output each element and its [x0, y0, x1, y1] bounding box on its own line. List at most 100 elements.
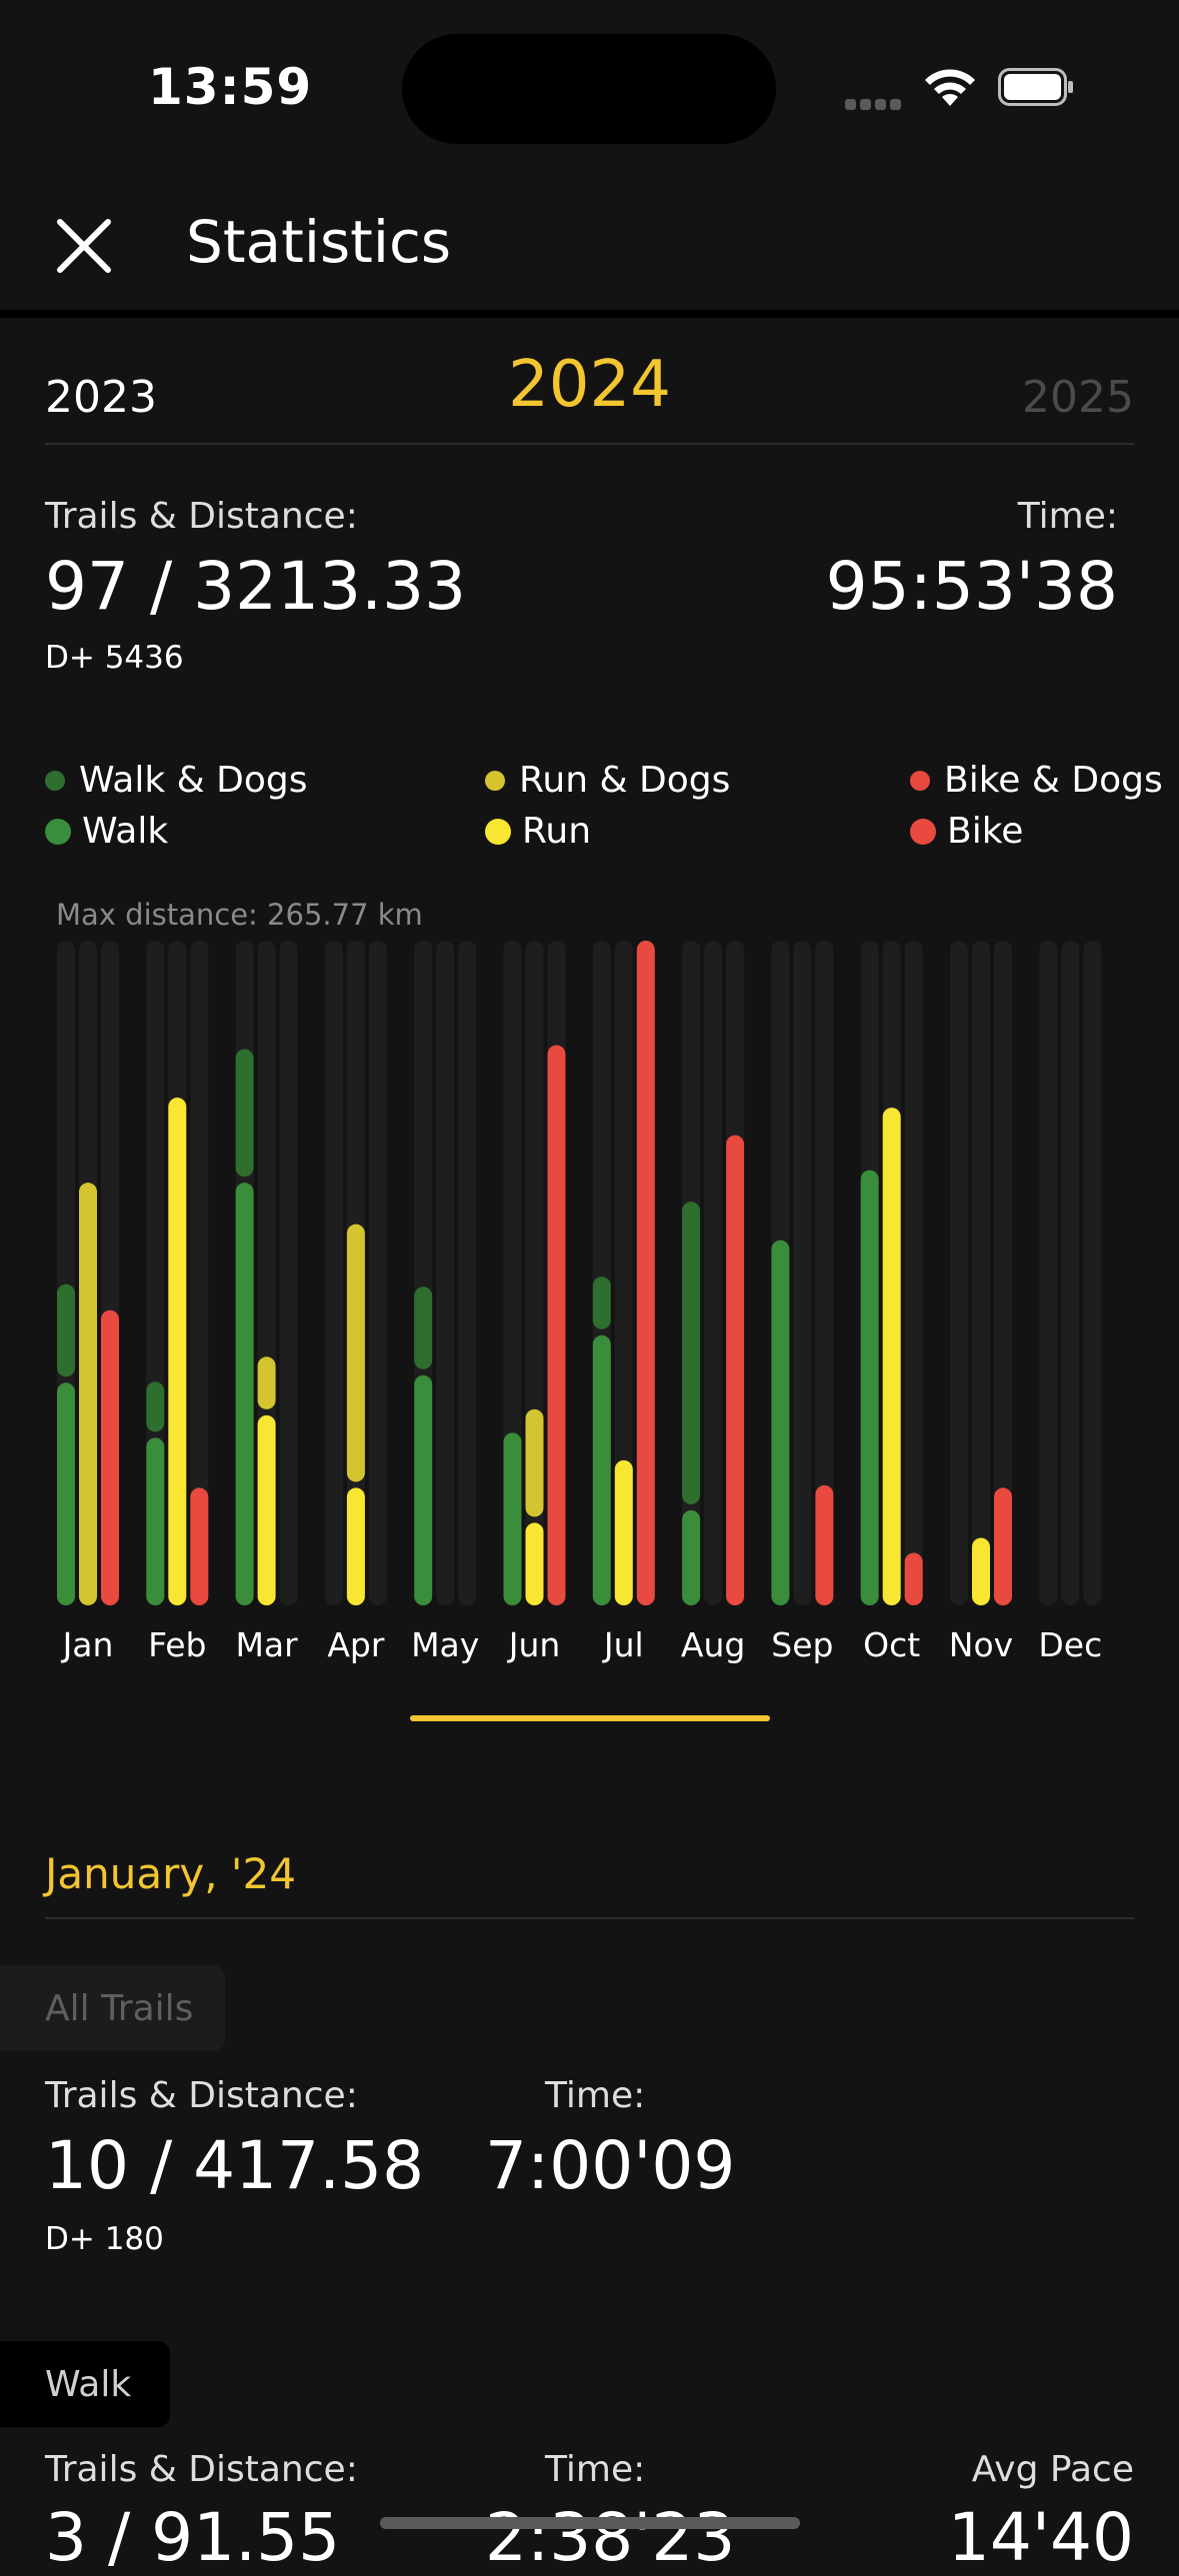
month-tick-label[interactable]: Aug — [681, 1625, 745, 1664]
chart-max-label: Max distance: 265.77 km — [56, 898, 423, 932]
walk-chip[interactable]: Walk — [0, 2341, 170, 2427]
year-current[interactable]: 2024 — [508, 348, 671, 422]
bar-track — [436, 941, 455, 1605]
bar-track — [190, 941, 209, 1605]
legend-dot-icon — [45, 770, 65, 791]
month-tick-label[interactable]: Mar — [235, 1625, 298, 1664]
bar-run-jul — [614, 1459, 633, 1605]
legend-dot-icon — [910, 770, 930, 791]
bar-run-feb — [168, 1098, 187, 1605]
page-title: Statistics — [186, 208, 452, 276]
trails-distance-label: Trails & Distance: — [45, 496, 358, 537]
status-time: 13:59 — [148, 58, 313, 116]
bar-walk-jan — [57, 1382, 75, 1605]
bar-bike-jun — [547, 1045, 566, 1605]
walk-trails-label: Trails & Distance: — [45, 2449, 358, 2490]
legend-bike-dogs: Bike & Dogs — [910, 760, 1163, 801]
bar-bike-nov — [994, 1487, 1012, 1605]
elevation-value: D+ 5436 — [45, 640, 184, 676]
month-tick-label[interactable]: Sep — [771, 1625, 833, 1664]
bar-track — [815, 941, 834, 1605]
month-elevation: D+ 180 — [45, 2221, 164, 2257]
month-tick-label[interactable]: Jan — [61, 1625, 114, 1664]
month-tick-label[interactable]: Jul — [602, 1625, 644, 1664]
bar-walk-dogs-feb — [146, 1381, 165, 1432]
close-icon[interactable] — [56, 218, 112, 274]
legend-dot-icon — [485, 818, 511, 845]
bar-walk-aug — [682, 1509, 701, 1605]
walk-pace-value: 14'40 — [947, 2499, 1134, 2576]
all-trails-chip[interactable]: All Trails — [0, 1965, 225, 2051]
bar-run-oct — [882, 1108, 901, 1605]
bar-bike-jul — [636, 941, 655, 1605]
legend-dot-icon — [45, 818, 71, 845]
header-divider — [0, 310, 1179, 318]
legend-bike: Bike — [910, 811, 1023, 852]
bar-track — [704, 941, 723, 1605]
month-divider — [45, 1917, 1134, 1919]
bar-walk-dogs-jul — [592, 1277, 611, 1329]
wifi-icon — [922, 66, 978, 110]
walk-time-label: Time: — [545, 2449, 646, 2490]
month-tick-label[interactable]: Oct — [863, 1625, 920, 1664]
bar-run-mar — [257, 1414, 276, 1605]
month-tick-label[interactable]: May — [411, 1625, 479, 1664]
legend-label: Run — [522, 811, 592, 852]
bar-track — [994, 941, 1012, 1605]
bar-track — [458, 941, 477, 1605]
bar-track — [1039, 941, 1058, 1605]
bar-run-nov — [972, 1537, 990, 1605]
bar-walk-jun — [503, 1432, 522, 1605]
month-tick-label[interactable]: Nov — [949, 1625, 1013, 1664]
legend-walk: Walk — [45, 811, 168, 852]
bar-walk-sep — [771, 1240, 790, 1605]
bar-track — [614, 941, 633, 1605]
cellular-signal-icon — [845, 95, 905, 110]
bar-walk-may — [414, 1374, 433, 1605]
year-next[interactable]: 2025 — [1022, 372, 1134, 423]
bar-walk-dogs-aug — [682, 1202, 701, 1504]
month-tick-label[interactable]: Dec — [1038, 1625, 1102, 1664]
legend-dot-icon — [910, 818, 936, 845]
bar-run-dogs-apr — [346, 1224, 365, 1482]
legend-run-dogs: Run & Dogs — [485, 760, 730, 801]
month-tick-label[interactable]: Apr — [327, 1625, 385, 1664]
bar-track — [950, 941, 968, 1605]
legend-walk-dogs: Walk & Dogs — [45, 760, 308, 801]
legend-label: Bike & Dogs — [944, 760, 1163, 801]
month-tick-label[interactable]: Jun — [507, 1625, 561, 1664]
bar-track — [1083, 941, 1102, 1605]
bar-walk-dogs-jan — [57, 1284, 75, 1377]
bar-track — [324, 941, 343, 1605]
walk-time-value: 2:38'23 — [485, 2499, 736, 2576]
legend-label: Walk — [82, 811, 169, 852]
walk-trails-value: 3 / 91.55 — [45, 2499, 341, 2576]
bar-walk-oct — [860, 1170, 879, 1605]
bar-track — [1061, 941, 1080, 1605]
monthly-distance-chart[interactable]: Jan Feb Mar Apr May Jun Jul Aug Sep Oct Nov Dec — [0, 930, 1179, 1679]
dynamic-island — [402, 34, 776, 144]
time-value: 95:53'38 — [825, 548, 1118, 625]
bar-run-apr — [346, 1487, 365, 1605]
bar-track — [793, 941, 812, 1605]
home-indicator[interactable] — [380, 2517, 800, 2529]
bar-track — [904, 941, 923, 1605]
bar-walk-dogs-mar — [235, 1049, 254, 1178]
bar-bike-feb — [190, 1487, 209, 1605]
bar-track — [972, 941, 990, 1605]
bar-run-dogs-jan — [79, 1183, 97, 1605]
trails-distance-value: 97 / 3213.33 — [45, 548, 467, 625]
bar-bike-oct — [904, 1552, 923, 1605]
bar-track — [368, 941, 387, 1605]
bar-bike-aug — [726, 1135, 745, 1605]
legend-label: Walk & Dogs — [79, 760, 308, 801]
month-tick-label[interactable]: Feb — [148, 1625, 206, 1664]
month-time-label: Time: — [545, 2075, 646, 2116]
bar-walk-jul — [592, 1334, 611, 1605]
month-trails-label: Trails & Distance: — [45, 2075, 358, 2116]
bar-bike-jan — [101, 1309, 119, 1605]
bar-run-dogs-jun — [525, 1408, 544, 1517]
year-divider — [45, 443, 1134, 445]
year-previous[interactable]: 2023 — [45, 372, 157, 423]
legend-run: Run — [485, 811, 591, 852]
